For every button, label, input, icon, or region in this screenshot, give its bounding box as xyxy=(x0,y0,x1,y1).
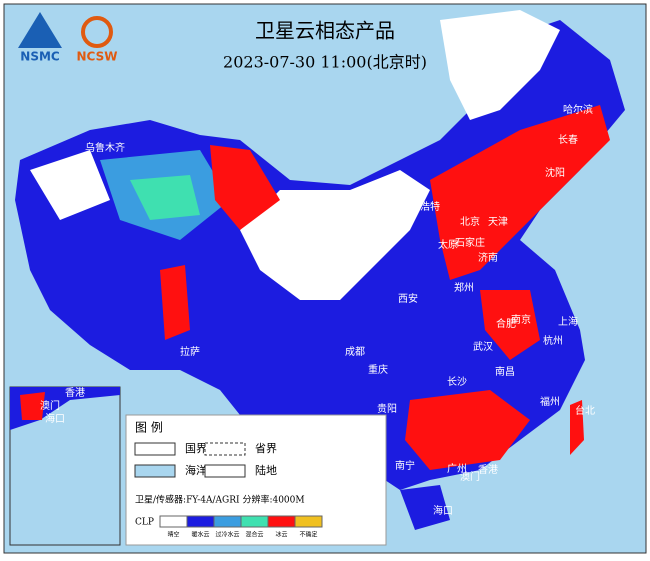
inset-label: 澳门 xyxy=(40,399,60,412)
clear-area xyxy=(440,10,560,120)
legend-swatch xyxy=(134,442,176,456)
city-label: 澳门 xyxy=(460,470,480,483)
class-label: 混合云 xyxy=(245,531,263,539)
city-label: 杭州 xyxy=(543,334,563,347)
ice-area xyxy=(160,265,190,340)
city-label: 西宁 xyxy=(315,263,335,276)
inset-label: 香港 xyxy=(65,387,85,399)
city-label: 济南 xyxy=(478,251,498,264)
legend-swatch xyxy=(204,464,246,478)
city-label: 上海 xyxy=(558,315,578,328)
city-label: 哈尔滨 xyxy=(563,103,593,116)
city-label: 香港 xyxy=(478,464,498,476)
sensor-info: 卫星/传感器:FY-4A/AGRI 分辨率:4000M xyxy=(135,494,305,506)
legend-title: 图 例 xyxy=(135,421,163,435)
city-label: 重庆 xyxy=(368,363,388,376)
city-label: 呼和浩特 xyxy=(400,201,440,213)
logo-text: NCSW xyxy=(77,50,118,64)
title: 卫星云相态产品 xyxy=(255,19,395,43)
city-label: 天津 xyxy=(488,216,508,228)
clear-area xyxy=(240,170,430,300)
bar-label: CLP xyxy=(135,518,154,528)
city-label: 长春 xyxy=(558,134,578,146)
logo-text: NSMC xyxy=(20,50,60,64)
legend-item: 国界 xyxy=(185,442,207,455)
class-swatch xyxy=(294,515,323,528)
inset xyxy=(9,386,121,546)
island xyxy=(400,485,450,530)
city-label: 乌鲁木齐 xyxy=(85,141,125,154)
city-label: 福州 xyxy=(540,395,560,408)
subtitle: 2023-07-30 11:00(北京时) xyxy=(223,53,427,72)
city-label: 合肥 xyxy=(496,317,516,330)
city-label: 南昌 xyxy=(495,365,515,378)
class-label: 过冷水云 xyxy=(215,531,239,539)
class-label: 晴空 xyxy=(167,531,179,539)
class-label: 冰云 xyxy=(275,531,287,539)
city-label: 石家庄 xyxy=(455,236,485,249)
class-swatch xyxy=(213,515,242,528)
legend: 图 例 国界 省界 海洋 陆地 卫星/传感器:FY-4A/AGRI 分辨率:40… xyxy=(125,414,387,546)
city-label: 北京 xyxy=(460,215,480,228)
city-label: 贵阳 xyxy=(377,402,397,415)
ice-area xyxy=(430,105,610,280)
nsmc-logo xyxy=(18,12,62,48)
city-label: 沈阳 xyxy=(545,166,565,179)
class-swatch xyxy=(267,515,296,528)
ice-area xyxy=(405,390,530,470)
city-label: 郑州 xyxy=(454,281,474,294)
city-label: 西安 xyxy=(398,292,418,305)
ncsw-logo xyxy=(81,16,113,48)
mixed-area xyxy=(130,175,200,220)
legend-swatch xyxy=(204,442,246,456)
inset-label: 海口 xyxy=(45,412,65,425)
legend-swatch xyxy=(134,464,176,478)
inset-cloud xyxy=(20,392,45,420)
legend-item: 省界 xyxy=(255,442,277,455)
legend-item: 陆地 xyxy=(255,463,277,477)
city-label: 南京 xyxy=(511,313,531,326)
city-label: 太原 xyxy=(438,238,458,251)
city-label: 广州 xyxy=(447,463,467,475)
class-label: 暖水云 xyxy=(191,531,209,539)
city-label: 昆明 xyxy=(325,428,345,440)
ice-area xyxy=(210,145,280,230)
class-swatch xyxy=(186,515,215,528)
city-label: 成都 xyxy=(345,346,365,358)
legend-item: 海洋 xyxy=(185,463,207,477)
city-label: 武汉 xyxy=(473,340,493,353)
city-label: 银川 xyxy=(370,236,390,249)
taiwan xyxy=(570,400,584,455)
class-label: 不确定 xyxy=(299,531,317,539)
ice-area xyxy=(480,290,540,360)
clear-area xyxy=(30,150,110,220)
class-swatch xyxy=(240,515,269,528)
city-label: 海口 xyxy=(433,504,453,517)
city-label: 南宁 xyxy=(395,459,415,472)
city-label: 兰州 xyxy=(340,269,360,282)
city-label: 长沙 xyxy=(447,376,467,388)
class-swatch xyxy=(159,515,188,528)
city-label: 拉萨 xyxy=(180,345,200,358)
city-label: 台北 xyxy=(575,404,595,417)
